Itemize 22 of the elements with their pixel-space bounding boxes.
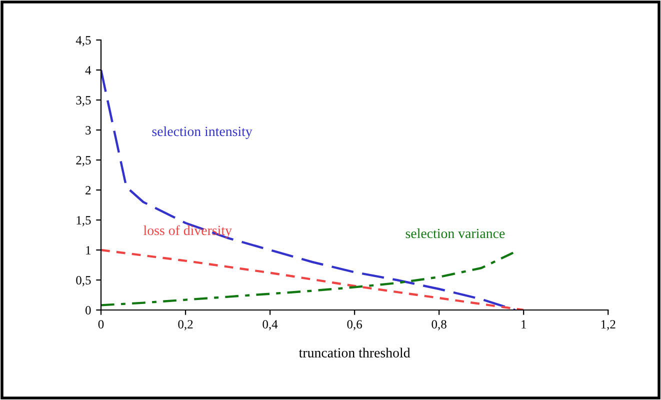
y-tick-label: 0,5: [76, 276, 91, 286]
series-label: loss of diversity: [144, 225, 232, 238]
y-tick-label: 2,5: [76, 156, 91, 166]
x-tick-label: 0,8: [432, 320, 446, 330]
series-label: selection variance: [406, 228, 505, 238]
y-tick-label: 2: [86, 186, 91, 194]
x-tick-label: 0: [98, 320, 104, 329]
x-tick-label: 0,4: [262, 320, 278, 330]
y-tick-label: 4,5: [76, 36, 91, 46]
line-series: [101, 68, 516, 310]
x-tick-label: 1: [522, 320, 526, 328]
y-tick-label: 3: [86, 126, 91, 134]
text: selection intensity: [152, 126, 252, 139]
x-tick-label: 0,2: [178, 320, 193, 330]
x-axis-title: truncation threshold: [298, 348, 410, 358]
y-tick-label: 3,5: [76, 96, 91, 106]
x-tick-label: 1,2: [601, 320, 616, 330]
y-tick-label: 1,5: [76, 216, 91, 226]
y-tick-label: 4: [85, 66, 92, 74]
y-tick-label: 0: [86, 306, 91, 314]
x-tick-label: 0,6: [347, 320, 362, 330]
y-tick-label: 1: [86, 246, 91, 254]
